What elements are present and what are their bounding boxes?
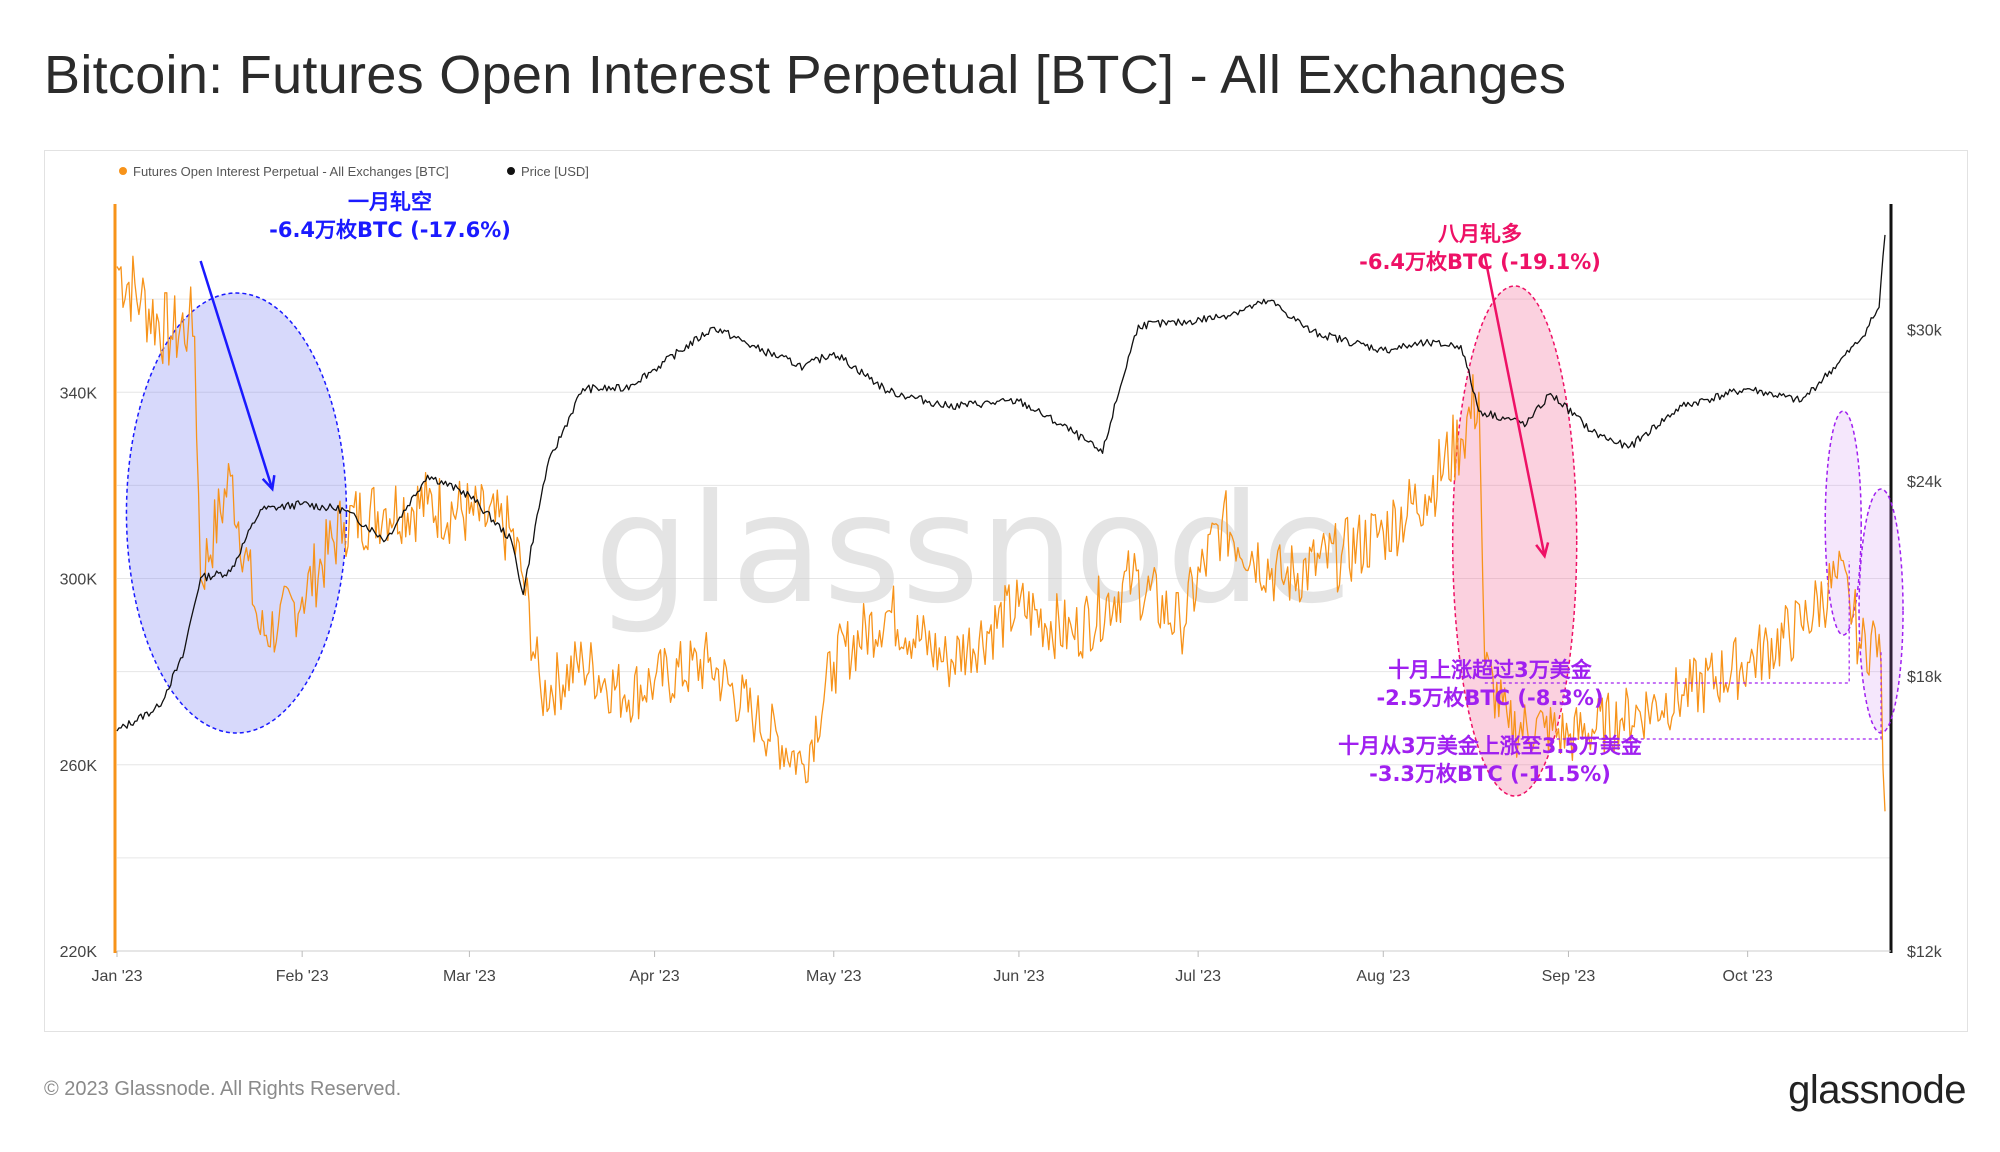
chart-svg: glassnode 220K 260K 300K 340K $12k $18k $24k $30… bbox=[60, 164, 1943, 985]
annotation-text-2: 八月轧多 bbox=[1438, 222, 1522, 246]
x-tick-label: Sep '23 bbox=[1542, 968, 1596, 985]
annotation-text-4: 十月从3万美金上涨至3.5万美金 bbox=[1338, 734, 1643, 758]
y-left-tick-label: 220K bbox=[60, 944, 98, 961]
annotation-arrow-january bbox=[199, 260, 274, 490]
y-left-tick-label: 300K bbox=[60, 572, 98, 589]
x-tick-label: Feb '23 bbox=[276, 968, 329, 985]
series-line-price bbox=[116, 234, 1886, 732]
legend-label-price: Price [USD] bbox=[521, 164, 589, 179]
series-line-open-interest bbox=[116, 255, 1886, 812]
legend-label-open-interest: Futures Open Interest Perpetual - All Ex… bbox=[133, 164, 449, 179]
x-tick-label: Mar '23 bbox=[443, 968, 496, 985]
annotation-text-3: 十月上涨超过3万美金 bbox=[1388, 658, 1593, 682]
y-right-ticks: $12k $18k $24k $30k bbox=[1907, 323, 1943, 961]
annotation-text-1: 一月轧空 bbox=[348, 190, 432, 214]
y-right-tick-label: $24k bbox=[1907, 474, 1943, 491]
annotation-arrow-august-head bbox=[1535, 542, 1550, 559]
x-tick-label: May '23 bbox=[806, 968, 862, 985]
y-left-tick-label: 340K bbox=[60, 385, 98, 402]
brand-logo: glassnode bbox=[1788, 1068, 1966, 1112]
x-tick-label: Oct '23 bbox=[1723, 968, 1773, 985]
x-tick-label: Jan '23 bbox=[91, 968, 142, 985]
legend-marker-open-interest bbox=[119, 167, 127, 175]
annotation-ellipse-january bbox=[125, 292, 348, 734]
annotation-guide-october-2 bbox=[1502, 651, 1882, 740]
x-tick-label: Aug '23 bbox=[1356, 968, 1410, 985]
chart-frame: glassnode 220K 260K 300K 340K $12k $18k $24k $30… bbox=[44, 150, 1968, 1032]
copyright: © 2023 Glassnode. All Rights Reserved. bbox=[44, 1078, 402, 1100]
legend-marker-price bbox=[507, 167, 515, 175]
x-tick-label: Jun '23 bbox=[993, 968, 1044, 985]
annotation-arrow-january-head bbox=[261, 474, 276, 492]
y-left-tick-label: 260K bbox=[60, 758, 98, 775]
x-tick-label: Jul '23 bbox=[1175, 968, 1221, 985]
annotation-text-4: -3.3万枚BTC (-11.5%) bbox=[1369, 762, 1611, 786]
y-right-tick-label: $30k bbox=[1907, 323, 1943, 340]
annotation-text-2: -6.4万枚BTC (-19.1%) bbox=[1359, 250, 1601, 274]
annotation-text-1: -6.4万枚BTC (-17.6%) bbox=[269, 218, 511, 242]
page-title: Bitcoin: Futures Open Interest Perpetual… bbox=[44, 45, 1567, 105]
y-left-ticks: 220K 260K 300K 340K bbox=[60, 385, 98, 961]
x-ticks: Jan '23 Feb '23 Mar '23 Apr '23 May '23 Jun '… bbox=[91, 951, 1773, 985]
x-tick-label: Apr '23 bbox=[629, 968, 679, 985]
y-right-tick-label: $18k bbox=[1907, 669, 1943, 686]
legend: Futures Open Interest Perpetual - All Ex… bbox=[119, 164, 589, 179]
y-right-tick-label: $12k bbox=[1907, 944, 1943, 961]
annotation-ellipse-october-1 bbox=[1824, 410, 1862, 636]
annotation-guide-october-1 bbox=[1484, 561, 1850, 684]
watermark: glassnode bbox=[594, 463, 1353, 637]
annotation-arrow-august bbox=[1483, 255, 1546, 557]
annotation-text-3: -2.5万枚BTC (-8.3%) bbox=[1376, 686, 1603, 710]
